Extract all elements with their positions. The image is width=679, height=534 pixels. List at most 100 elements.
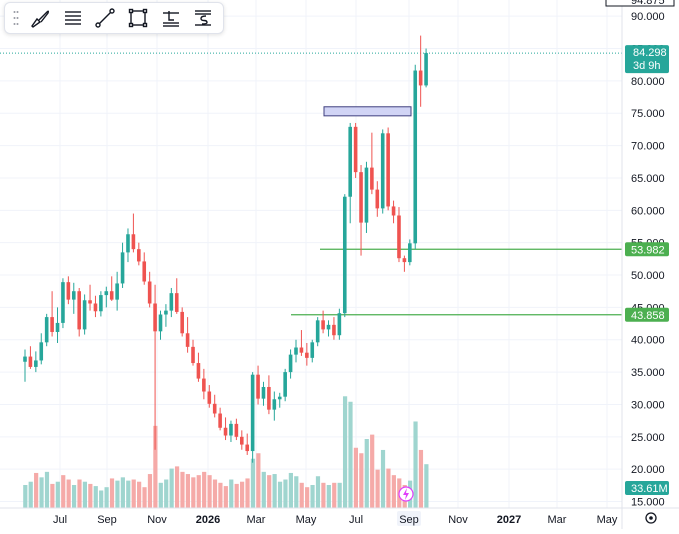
price-zone[interactable] (323, 106, 412, 117)
top-price-label-group: 94.875 (605, 0, 675, 7)
volume-label-box (625, 481, 669, 495)
candle-body (418, 70, 423, 86)
candles (23, 35, 428, 463)
candle-body (66, 282, 71, 300)
volume-bar (164, 479, 169, 508)
volume-bar (23, 485, 28, 508)
candle-body (202, 378, 206, 392)
replay-bolt-icon[interactable] (398, 486, 414, 502)
time-tick-label: Mar (247, 514, 266, 526)
price-tick-label: 60.000 (631, 205, 665, 217)
candle-body (310, 342, 315, 358)
brush-icon[interactable] (27, 5, 53, 31)
time-tick-label: Jul (349, 514, 363, 526)
price-tick-label: 70.000 (631, 141, 665, 153)
candle-body (250, 374, 255, 452)
volume-bar (196, 475, 201, 508)
candle-body (28, 356, 33, 367)
volume-bar (250, 458, 256, 508)
candle-body (164, 310, 168, 315)
candle-body (99, 295, 103, 312)
candle-body (337, 313, 342, 336)
resistance-zone-rect[interactable] (323, 106, 412, 117)
volume-bar (386, 468, 391, 508)
candle-body (321, 320, 325, 330)
candle-body (424, 53, 428, 86)
horizontal-lines-icon[interactable] (60, 5, 86, 31)
settings-gear-icon[interactable] (645, 512, 657, 524)
candle-body (82, 300, 87, 330)
volume-bar (413, 421, 418, 508)
bolt-shape (403, 488, 409, 500)
volume-bar (380, 449, 386, 508)
price-tick-label: 15.000 (631, 497, 665, 509)
candle-body (332, 324, 336, 336)
volume-bar (61, 475, 66, 508)
candle-body (174, 293, 179, 312)
volume-bar (82, 481, 88, 508)
time-tick-label: 2027 (497, 514, 521, 526)
volume-bar (261, 471, 266, 508)
volume-bar (77, 479, 82, 508)
candle-body (50, 317, 54, 332)
volume-bar (55, 481, 60, 508)
volume-bar (115, 480, 120, 508)
volume-bar (288, 472, 293, 508)
volume-bar (34, 472, 39, 508)
candle-body (158, 314, 163, 332)
gear-center (649, 516, 653, 520)
horizontal-lines[interactable] (291, 248, 622, 316)
volume-bar (283, 479, 288, 508)
candle-body (261, 386, 266, 399)
volume-bars (23, 396, 429, 508)
volume-bar (342, 396, 348, 508)
volume-bar (305, 487, 310, 508)
candle-body (348, 126, 352, 197)
candle-body (147, 281, 152, 304)
candle-body (315, 320, 320, 343)
candle-body (359, 172, 363, 223)
price-tick-label: 80.000 (631, 76, 665, 88)
candle-body (342, 196, 347, 314)
gear-ring (645, 512, 657, 524)
rectangle-icon[interactable] (125, 5, 151, 31)
candle-body (375, 189, 380, 209)
volume-bar (66, 479, 71, 508)
price-tick-label: 20.000 (631, 464, 665, 476)
trend-line-icon[interactable] (92, 5, 118, 31)
candle-body (267, 386, 271, 410)
candle-body (256, 374, 260, 399)
volume-bar (169, 468, 174, 508)
candle-body (370, 167, 374, 190)
candle-body (408, 243, 412, 263)
long-position-icon[interactable] (158, 5, 184, 31)
volume-bar (223, 486, 228, 508)
volume-bar (142, 487, 147, 508)
candle-body (413, 70, 418, 244)
candle-body (245, 444, 250, 452)
volume-bar (245, 478, 250, 508)
volume-bar (99, 490, 104, 508)
volume-bar (207, 475, 212, 508)
drag-handle-icon[interactable] (13, 9, 19, 27)
candle-body (137, 249, 141, 262)
time-tick-label: Jul (53, 514, 67, 526)
volume-bar (353, 447, 359, 508)
candle-body (212, 403, 217, 414)
volume-bar (375, 469, 380, 508)
hline-label-box (625, 242, 669, 257)
last-price-box (625, 45, 669, 74)
volume-bar (71, 485, 77, 508)
candle-body (305, 352, 309, 358)
candle-body (131, 234, 136, 250)
volume-bar (359, 453, 364, 508)
volume-bar (391, 475, 396, 508)
candle-body (126, 234, 130, 253)
candle-body (240, 436, 244, 445)
short-position-icon[interactable] (190, 5, 216, 31)
price-tick-label: 75.000 (631, 108, 665, 120)
volume-bar (44, 471, 50, 508)
